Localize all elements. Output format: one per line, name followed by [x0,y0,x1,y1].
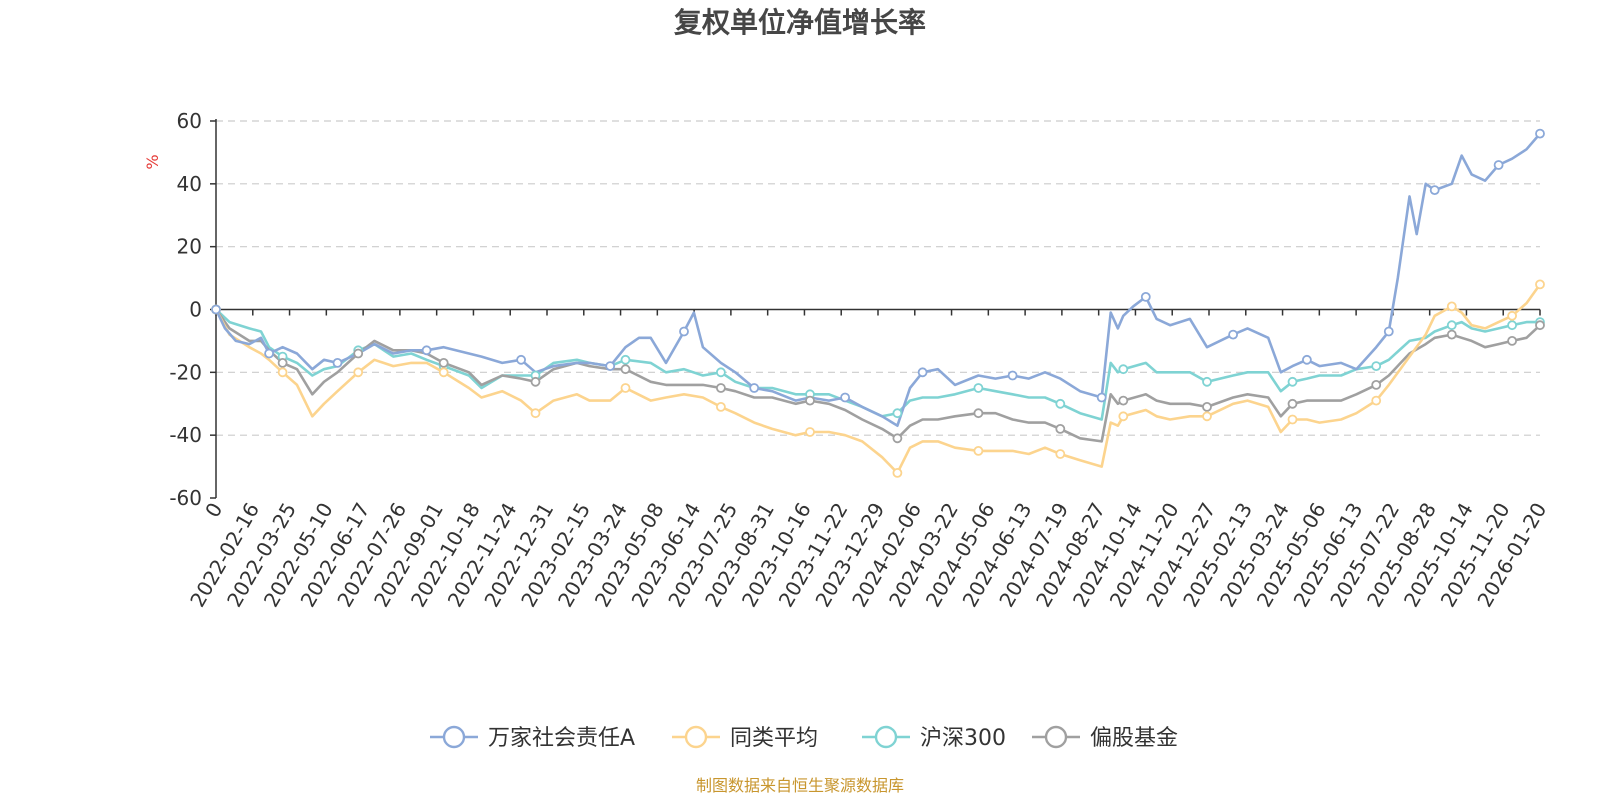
legend-label: 同类平均 [730,726,818,751]
x-tick-label: 0 [200,499,227,522]
data-point [1446,329,1457,340]
data-point [805,395,815,406]
series-line-3 [214,308,1541,443]
data-point [973,408,984,419]
y-tick-label: -20 [169,360,202,384]
data-point [1371,395,1382,406]
data-point [1118,395,1129,406]
data-point [421,345,432,356]
series-lines [214,132,1542,475]
data-point [1302,354,1312,365]
legend-item-1[interactable]: 同类平均 [672,725,818,751]
data-point [1507,310,1517,321]
data-point [1371,379,1382,390]
data-point [716,401,726,412]
legend-marker [874,725,898,749]
legend-label: 偏股基金 [1090,726,1178,751]
data-point [1446,320,1457,331]
data-point [605,361,616,372]
legend-item-3[interactable]: 偏股基金 [1032,725,1178,751]
data-point [1535,320,1545,331]
data-point [438,367,449,378]
data-point [805,427,815,437]
data-point [277,357,288,368]
y-tick-label: 60 [177,109,202,133]
data-point [530,408,541,419]
y-tick-label: -60 [169,486,202,510]
data-point [264,348,275,359]
grid-lines [216,120,1540,436]
data-point [1383,326,1394,337]
legend-marker [684,725,708,749]
data-point [1507,335,1517,346]
data-point [1202,411,1212,422]
y-tick-label: 0 [189,298,202,322]
data-point [353,348,364,359]
data-point [1055,398,1066,409]
data-point [1535,279,1545,290]
legend-item-0[interactable]: 万家社会责任A [430,725,635,751]
data-point [1118,411,1129,422]
data-point [438,357,449,368]
legend-marker [1044,725,1068,749]
data-point [917,367,928,378]
data-point [1202,401,1212,412]
data-point [1007,370,1018,381]
data-point [516,354,526,365]
data-point [892,467,903,478]
data-point [1140,291,1151,302]
y-tick-label: 20 [177,235,202,259]
data-point [973,383,984,393]
data-point [1446,301,1457,312]
data-point [892,433,903,444]
data-point [1287,398,1298,409]
data-point [716,383,726,393]
series-line-0 [214,132,1541,427]
series-line-1 [214,283,1542,475]
chart-title: 复权单位净值增长率 [674,6,926,39]
data-point [679,326,689,337]
data-point [1429,185,1440,196]
series-line-2 [215,308,1540,421]
data-point [277,367,288,378]
data-point [211,304,221,315]
data-point [1055,449,1066,459]
data-point [1493,160,1504,170]
series-markers [211,128,1545,478]
source-note: 制图数据来自恒生聚源数据库 [696,776,904,795]
data-point [973,445,984,456]
y-tick-label: 40 [177,172,202,196]
legend: 万家社会责任A 同类平均 沪深300 偏股基金 [430,725,1178,751]
data-point [1535,128,1545,139]
y-axis: 60 40 20 0 -20 -40 -60 [169,109,217,510]
data-point [749,383,760,393]
data-point [1118,364,1129,375]
data-point [1287,414,1298,425]
data-point [353,367,364,378]
data-point [1371,361,1382,372]
legend-label: 沪深300 [920,726,1006,751]
data-point [1287,376,1298,387]
data-point [620,364,631,375]
data-point [1055,423,1066,434]
data-point [1228,329,1238,340]
legend-label: 万家社会责任A [488,726,635,751]
data-point [332,357,343,368]
data-point [716,367,726,378]
legend-item-2[interactable]: 沪深300 [862,725,1006,751]
data-point [892,408,903,419]
data-point [620,383,631,393]
data-point [1096,392,1107,403]
y-axis-unit: % [143,154,162,169]
data-point [1202,376,1212,387]
data-point [1507,320,1517,331]
data-point [620,354,631,365]
legend-marker [442,725,466,749]
data-point [530,376,541,387]
y-tick-label: -40 [169,423,202,447]
data-point [840,392,850,403]
